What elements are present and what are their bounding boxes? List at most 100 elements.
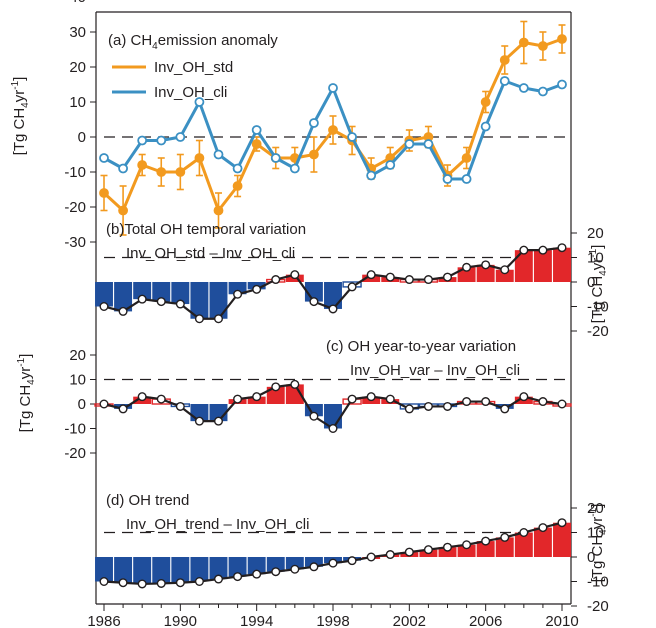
data-point xyxy=(156,394,166,404)
data-point xyxy=(538,397,548,407)
y-axis-label-a-sup: -1 xyxy=(10,80,21,89)
data-point xyxy=(232,163,243,174)
data-point xyxy=(118,404,128,414)
y-axis-label-b-close: ] xyxy=(589,245,606,249)
y-tick-label-a: 10 xyxy=(69,94,86,111)
data-point xyxy=(271,567,281,577)
y-axis-label-d-close: ] xyxy=(589,504,606,508)
data-point xyxy=(347,556,357,566)
data-point xyxy=(309,118,319,128)
bar xyxy=(285,557,304,570)
bar xyxy=(209,282,228,319)
data-point xyxy=(404,275,414,285)
data-point xyxy=(309,149,319,160)
data-point xyxy=(137,294,147,304)
data-point xyxy=(194,153,205,163)
panel-c-formula: Inv_OH_var – Inv_OH_cli xyxy=(350,362,520,379)
data-point xyxy=(99,188,109,198)
panel-d-formula: Inv_OH_trend – Inv_OH_cli xyxy=(126,516,309,533)
data-point xyxy=(289,163,300,174)
data-point xyxy=(118,578,128,588)
data-point xyxy=(519,392,529,402)
data-point xyxy=(328,424,338,434)
panel-d-title: (d) OH trend xyxy=(106,492,189,509)
data-point xyxy=(500,265,510,275)
data-point xyxy=(500,404,510,414)
data-point xyxy=(557,243,567,253)
data-point xyxy=(194,416,204,426)
data-point xyxy=(423,401,433,411)
y-axis-label-a-sub: 4 xyxy=(20,102,31,108)
data-point xyxy=(423,545,433,555)
data-point xyxy=(328,125,338,135)
x-tick-label: 1994 xyxy=(240,613,273,628)
data-point xyxy=(233,572,243,582)
data-point xyxy=(519,245,529,255)
data-point xyxy=(309,562,319,572)
data-point xyxy=(213,416,223,426)
data-point xyxy=(443,542,453,552)
y-tick-label-c: 0 xyxy=(78,396,86,413)
bar xyxy=(476,264,495,282)
panel-b-formula: Inv_OH_std – Inv_OH_cli xyxy=(126,245,295,262)
y-tick-label-a: 40 xyxy=(69,0,86,6)
data-point xyxy=(328,304,338,314)
data-point xyxy=(347,394,357,404)
data-point xyxy=(481,536,491,546)
data-point xyxy=(538,523,548,533)
data-point xyxy=(518,83,529,93)
data-point xyxy=(462,540,472,550)
y-tick-label-b: -20 xyxy=(587,323,609,340)
y-tick-label-a: -30 xyxy=(64,234,86,251)
y-axis-label-d-sup: -1 xyxy=(588,507,599,516)
data-point xyxy=(499,55,510,65)
y-tick-label-b: -10 xyxy=(587,299,609,316)
bar xyxy=(304,557,323,567)
bar xyxy=(114,557,133,583)
y-tick-label-c: 10 xyxy=(69,372,86,389)
panel-a-title-rest: emission anomaly xyxy=(158,32,279,49)
data-point xyxy=(175,167,186,177)
data-point xyxy=(118,163,128,174)
bar xyxy=(495,537,514,557)
data-point xyxy=(233,289,243,299)
data-point xyxy=(156,167,167,177)
panel-a-title-sub: 4 xyxy=(152,41,158,52)
y-axis-label-c-text: [Tg CH xyxy=(17,385,34,433)
data-point xyxy=(385,272,395,282)
y-tick-label-d: 0 xyxy=(587,549,595,566)
data-point xyxy=(251,139,262,149)
y-tick-label-d: 20 xyxy=(587,500,604,517)
data-point xyxy=(519,528,529,538)
data-point xyxy=(538,86,548,97)
y-tick-label-b: 0 xyxy=(587,274,595,291)
y-axis-label-c-unit: yr xyxy=(17,367,34,380)
data-point xyxy=(480,97,491,107)
bar xyxy=(495,269,514,282)
data-point xyxy=(462,397,472,407)
data-point xyxy=(557,79,567,90)
data-point xyxy=(385,550,395,560)
bar xyxy=(457,544,476,557)
x-tick-label: 1986 xyxy=(87,613,120,628)
bar xyxy=(514,532,533,557)
data-point xyxy=(118,205,128,216)
bar xyxy=(457,267,476,282)
panel-a-title-text: (a) CH xyxy=(108,32,152,49)
legend-label: Inv_OH_cli xyxy=(154,84,227,101)
data-point xyxy=(194,314,204,324)
bar xyxy=(476,541,495,557)
y-axis-label-c-sub: 4 xyxy=(26,379,37,385)
data-point xyxy=(499,76,510,86)
data-point xyxy=(500,532,510,542)
data-point xyxy=(270,153,281,163)
y-axis-label-d-text: [Tg CH xyxy=(589,535,606,583)
x-tick-label: 2006 xyxy=(469,613,502,628)
data-point xyxy=(309,411,319,421)
data-point xyxy=(538,41,548,51)
data-point xyxy=(538,245,548,255)
y-axis-label-b-sub: 4 xyxy=(598,270,609,276)
y-axis-label-a-unit: yr xyxy=(11,90,28,103)
data-point xyxy=(461,174,472,184)
data-point xyxy=(347,282,357,292)
